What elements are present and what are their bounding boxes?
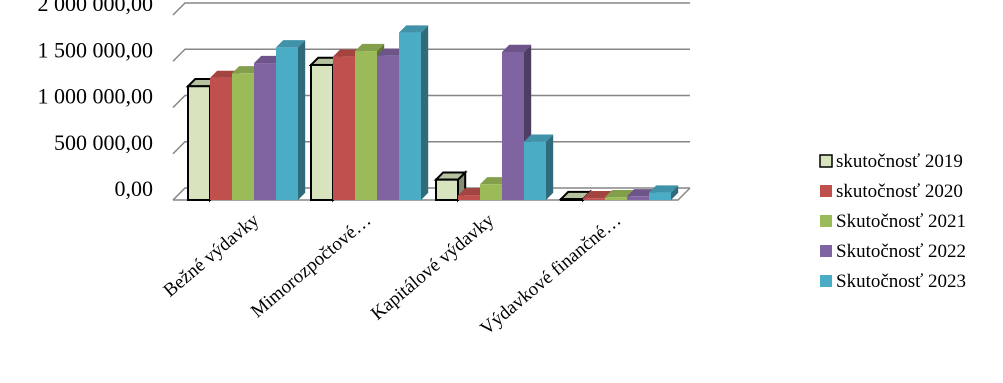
bars-layer <box>185 25 679 203</box>
bar-front <box>502 52 524 200</box>
legend-label: skutočnosť 2019 <box>836 151 963 172</box>
bar-be-n-v-davky-skuto-nos-2023 <box>276 40 306 200</box>
gridline <box>172 2 690 16</box>
bar-top <box>399 25 429 33</box>
legend-label: Skutočnosť 2021 <box>836 211 966 232</box>
bar-top <box>524 134 554 142</box>
bar-top <box>333 49 363 57</box>
legend-label: skutočnosť 2020 <box>836 181 963 202</box>
bar-top <box>480 177 510 185</box>
y-tick-label: 0,00 <box>115 176 154 201</box>
bar-top <box>649 185 679 193</box>
bar-top <box>605 190 635 198</box>
bar-top <box>502 44 532 52</box>
bar-front <box>399 32 421 201</box>
bar-front <box>627 196 649 200</box>
bar-front <box>254 63 276 200</box>
bar-mimorozpo-tov-skuto-nos-2023 <box>399 25 429 201</box>
bar-front <box>232 73 254 200</box>
legend-item-skuto-nos-2021: Skutočnosť 2021 <box>820 211 966 232</box>
legend-label: Skutočnosť 2022 <box>836 241 966 262</box>
bar-front <box>210 77 232 200</box>
bar-top <box>583 190 613 199</box>
bar-front <box>187 85 211 201</box>
legend-item-skuto-nos-2023: Skutočnosť 2023 <box>820 271 966 292</box>
bar-top <box>232 66 262 74</box>
bar-front <box>435 178 459 201</box>
bar-top <box>254 55 284 64</box>
gridline <box>172 48 690 62</box>
y-tick-label: 500 000,00 <box>54 130 153 155</box>
x-tick-label: Kapitálové výdavky <box>367 209 499 324</box>
legend-swatch <box>819 154 833 168</box>
bar-front <box>377 55 399 201</box>
legend-item-skuto-nos-2022: Skutočnosť 2022 <box>820 241 966 262</box>
bar-front <box>355 51 377 201</box>
bar-top <box>210 70 240 78</box>
legend-swatch <box>820 275 832 287</box>
bar-front <box>276 47 298 200</box>
bar-kapit-lov-v-davky-skuto-nos-2023 <box>524 134 554 200</box>
bar-front <box>605 197 627 200</box>
bar-side <box>421 25 429 200</box>
bar-side <box>546 134 554 200</box>
bar-side <box>298 40 306 200</box>
bar-front <box>458 195 480 200</box>
bar-front <box>560 198 584 201</box>
bar-v-davkov-finan-n-skuto-nos-2023 <box>649 185 679 200</box>
x-tick-label: Mimorozpočtové… <box>247 210 375 322</box>
legend-item-skuto-nos-2019: skutočnosť 2019 <box>819 151 963 172</box>
bar-top <box>627 189 657 197</box>
bar-front <box>333 56 355 200</box>
y-axis-ticks: 0,00 500 000,00 1 000 000,00 1 500 000,00 2 … <box>38 0 154 201</box>
y-tick-label: 2 000 000,00 <box>38 0 154 16</box>
y-tick-label: 1 000 000,00 <box>38 84 154 109</box>
x-tick-label: Bežné výdavky <box>160 209 264 301</box>
bar-front <box>583 198 605 200</box>
bar-top <box>377 48 407 56</box>
legend-swatch <box>820 215 832 227</box>
bar-front <box>649 192 671 200</box>
x-tick-label: Výdavkové finančné… <box>476 210 625 340</box>
legend-label: Skutočnosť 2023 <box>836 271 966 292</box>
legend-item-skuto-nos-2020: skutočnosť 2020 <box>820 181 963 202</box>
bar-top <box>458 188 488 196</box>
bar-front <box>310 63 334 201</box>
bar-front <box>480 184 502 200</box>
legend-swatch <box>820 185 832 197</box>
bar-top <box>276 40 306 48</box>
bar-side <box>671 185 679 200</box>
bar-front <box>524 141 546 200</box>
legend-swatch <box>820 245 832 257</box>
y-tick-label: 1 500 000,00 <box>38 37 154 62</box>
bar-top <box>355 43 385 52</box>
legend: skutočnosť 2019 skutočnosť 2020 Skutočnosť… <box>819 151 966 292</box>
